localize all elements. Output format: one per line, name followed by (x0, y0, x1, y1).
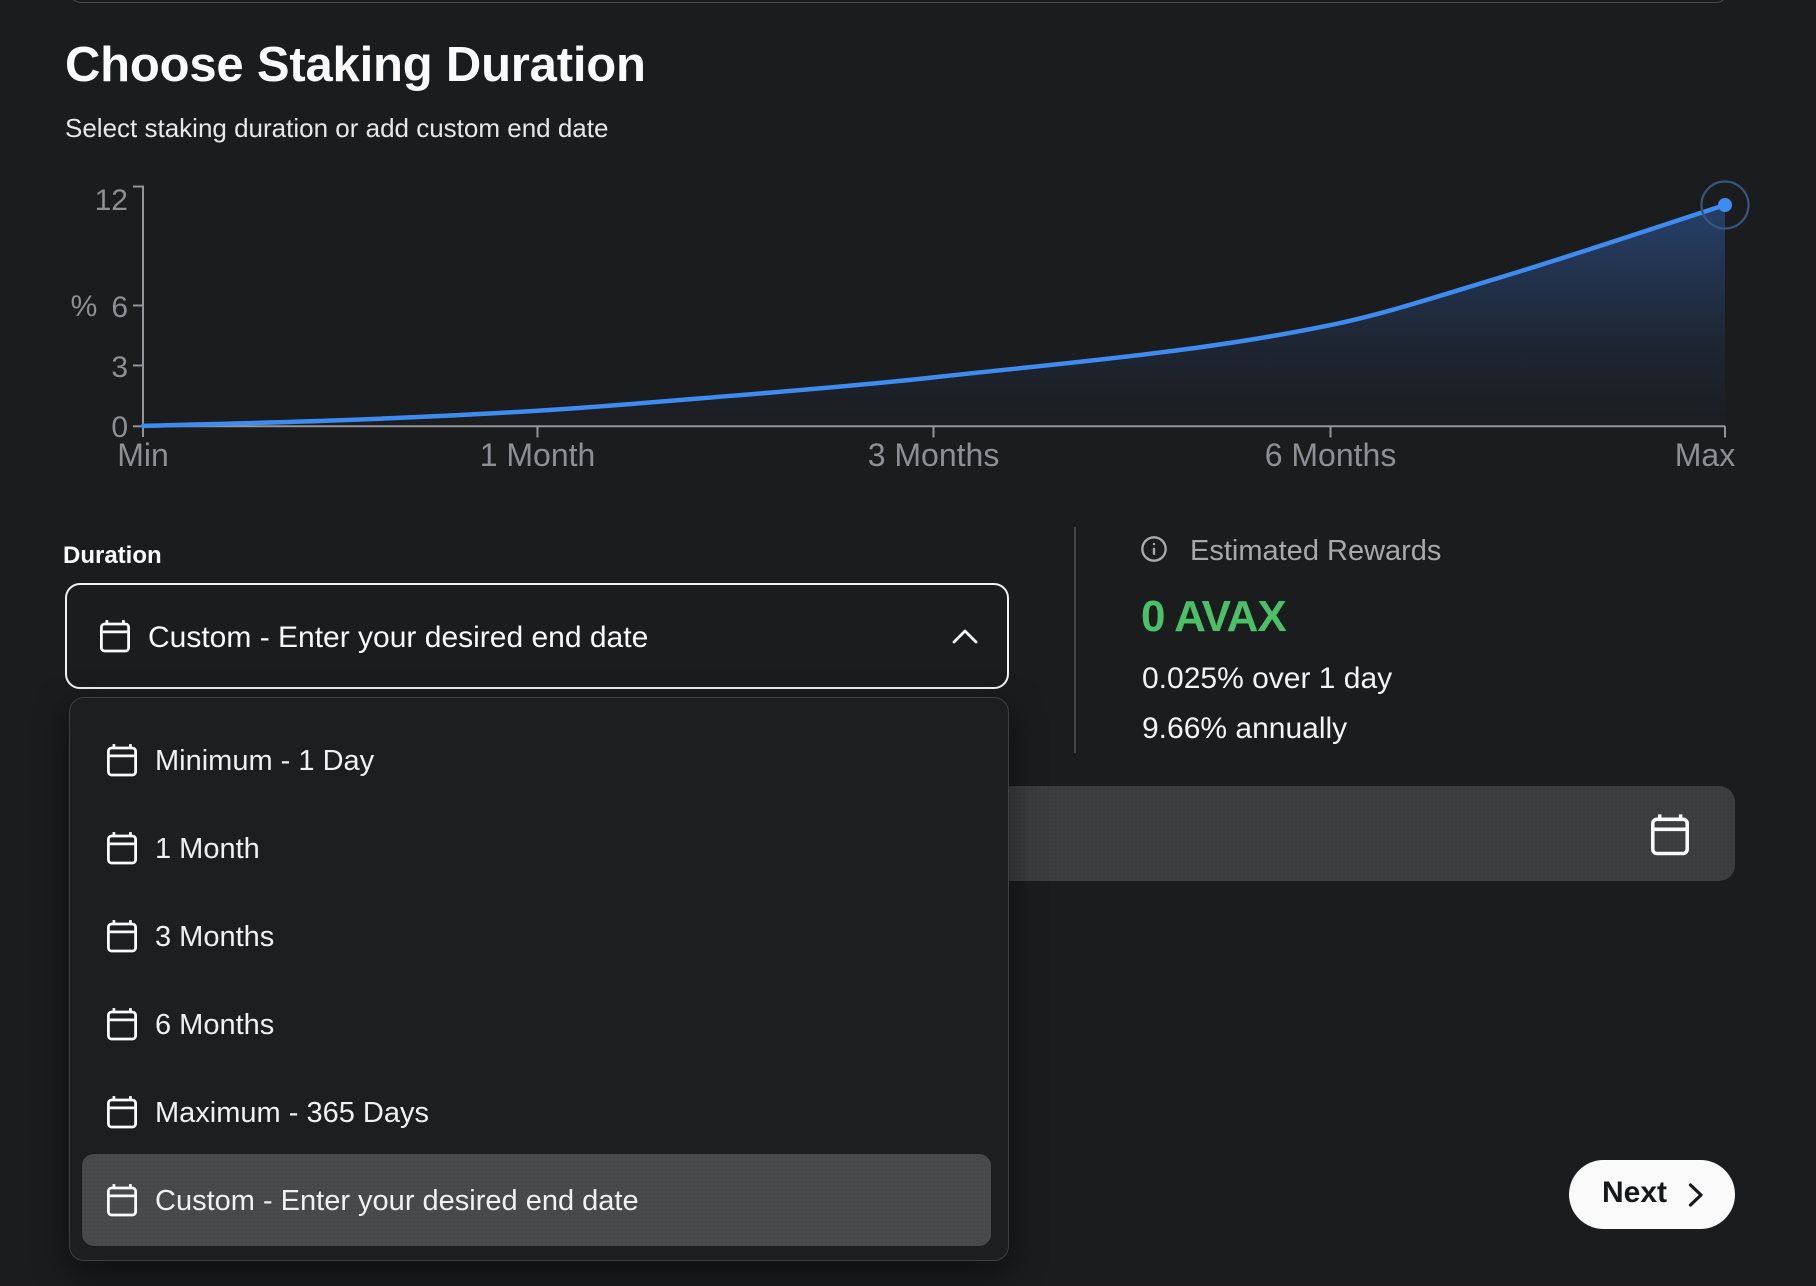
svg-text:6: 6 (111, 291, 128, 324)
svg-text:Max: Max (1675, 437, 1735, 473)
svg-text:Min: Min (117, 437, 169, 473)
svg-text:3: 3 (111, 351, 128, 384)
svg-text:6 Months: 6 Months (1265, 437, 1397, 473)
svg-text:3 Months: 3 Months (868, 437, 1000, 473)
svg-text:%: % (71, 290, 98, 323)
svg-text:1 Month: 1 Month (480, 437, 596, 473)
svg-text:0: 0 (111, 411, 128, 444)
svg-text:12: 12 (95, 184, 128, 217)
